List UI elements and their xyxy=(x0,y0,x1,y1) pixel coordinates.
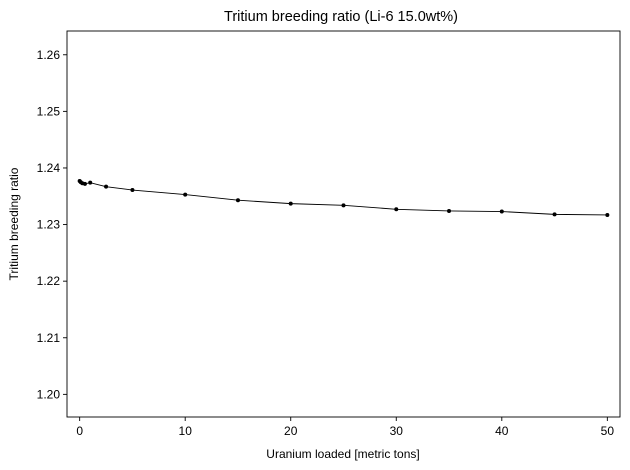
x-axis-ticks: 0 10 20 30 40 50 xyxy=(76,417,614,438)
data-point xyxy=(288,201,293,206)
data-point xyxy=(235,198,240,203)
plot-frame xyxy=(66,30,621,418)
data-point xyxy=(104,184,109,189)
x-tick-label: 30 xyxy=(390,424,404,438)
x-axis-label: Uranium loaded [metric tons] xyxy=(266,447,419,461)
y-tick-label: 1.25 xyxy=(37,104,61,118)
y-tick-label: 1.21 xyxy=(37,331,61,345)
y-axis-label: Tritium breeding ratio xyxy=(7,167,21,280)
x-tick-label: 20 xyxy=(284,424,298,438)
y-axis-ticks: 1.20 1.21 1.22 1.23 1.24 1.25 1.26 xyxy=(37,48,67,401)
data-point xyxy=(88,180,93,185)
data-point xyxy=(499,209,504,214)
data-point xyxy=(341,203,346,208)
y-tick-label: 1.20 xyxy=(37,387,61,401)
data-point xyxy=(82,181,87,186)
x-tick-label: 10 xyxy=(179,424,193,438)
x-tick-label: 50 xyxy=(601,424,615,438)
data-point xyxy=(552,212,557,217)
data-point xyxy=(183,192,188,197)
x-tick-label: 0 xyxy=(76,424,83,438)
data-point xyxy=(605,212,610,217)
data-point xyxy=(447,208,452,213)
plot-series xyxy=(77,178,610,217)
x-tick-label: 40 xyxy=(495,424,509,438)
y-tick-label: 1.22 xyxy=(37,274,61,288)
y-tick-label: 1.23 xyxy=(37,218,61,232)
y-tick-label: 1.26 xyxy=(37,48,61,62)
y-tick-label: 1.24 xyxy=(37,161,61,175)
data-point xyxy=(130,188,135,193)
chart-title: Tritium breeding ratio (Li-6 15.0wt%) xyxy=(224,9,458,25)
data-point xyxy=(394,207,399,212)
